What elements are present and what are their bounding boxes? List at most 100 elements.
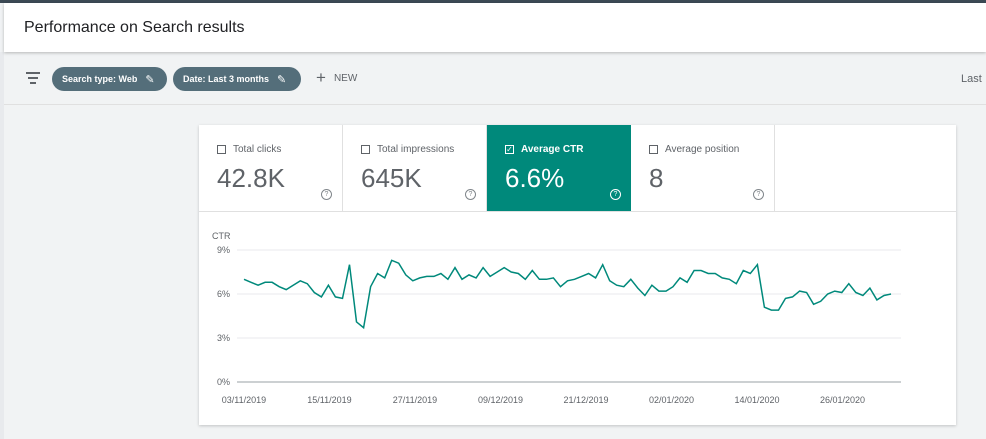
data-point[interactable] [424, 274, 429, 279]
data-point[interactable] [368, 284, 373, 289]
data-point[interactable] [474, 275, 479, 280]
data-point[interactable] [270, 280, 275, 285]
data-point[interactable] [277, 284, 282, 289]
checkbox-icon[interactable] [361, 145, 370, 154]
data-point[interactable] [713, 271, 718, 276]
data-point[interactable] [249, 280, 254, 285]
data-point[interactable] [544, 277, 549, 282]
data-point[interactable] [396, 261, 401, 266]
data-point[interactable] [839, 290, 844, 295]
data-point[interactable] [846, 281, 851, 286]
search-type-chip[interactable]: Search type: Web ✎ [52, 67, 167, 91]
data-point[interactable] [889, 292, 894, 297]
data-point[interactable] [579, 274, 584, 279]
checkbox-checked-icon[interactable]: ✓ [505, 145, 514, 154]
data-point[interactable] [298, 278, 303, 283]
data-point[interactable] [825, 292, 830, 297]
data-point[interactable] [741, 268, 746, 273]
data-point[interactable] [769, 308, 774, 313]
data-point[interactable] [642, 293, 647, 298]
data-point[interactable] [720, 275, 725, 280]
data-point[interactable] [621, 284, 626, 289]
data-point[interactable] [340, 296, 345, 301]
data-point[interactable] [242, 277, 247, 282]
help-icon[interactable]: ? [321, 189, 332, 200]
data-point[interactable] [389, 258, 394, 263]
data-point[interactable] [495, 270, 500, 275]
data-point[interactable] [692, 268, 697, 273]
data-point[interactable] [312, 290, 317, 295]
data-point[interactable] [565, 278, 570, 283]
data-point[interactable] [797, 289, 802, 294]
help-icon[interactable]: ? [753, 189, 764, 200]
data-point[interactable] [319, 294, 324, 299]
data-point[interactable] [734, 281, 739, 286]
data-point[interactable] [748, 271, 753, 276]
data-point[interactable] [832, 289, 837, 294]
data-point[interactable] [502, 265, 507, 270]
help-icon[interactable]: ? [465, 189, 476, 200]
metric-average-ctr[interactable]: ✓ Average CTR 6.6% ? [487, 125, 631, 211]
checkbox-icon[interactable] [217, 145, 226, 154]
data-point[interactable] [790, 294, 795, 299]
data-point[interactable] [347, 262, 352, 267]
data-point[interactable] [762, 305, 767, 310]
data-point[interactable] [811, 302, 816, 307]
data-point[interactable] [551, 275, 556, 280]
data-point[interactable] [656, 289, 661, 294]
metric-total-impressions[interactable]: Total impressions 645K ? [343, 125, 487, 211]
data-point[interactable] [628, 277, 633, 282]
data-point[interactable] [776, 308, 781, 313]
data-point[interactable] [361, 325, 366, 330]
data-point[interactable] [874, 297, 879, 302]
data-point[interactable] [635, 286, 640, 291]
data-point[interactable] [263, 280, 268, 285]
data-point[interactable] [256, 283, 261, 288]
data-point[interactable] [516, 271, 521, 276]
data-point[interactable] [445, 277, 450, 282]
data-point[interactable] [354, 319, 359, 324]
data-point[interactable] [804, 290, 809, 295]
data-point[interactable] [375, 271, 380, 276]
data-point[interactable] [291, 283, 296, 288]
data-point[interactable] [431, 274, 436, 279]
data-point[interactable] [530, 268, 535, 273]
data-point[interactable] [417, 275, 422, 280]
data-point[interactable] [586, 271, 591, 276]
data-point[interactable] [818, 299, 823, 304]
data-point[interactable] [699, 268, 704, 273]
data-point[interactable] [537, 277, 542, 282]
data-point[interactable] [853, 290, 858, 295]
data-point[interactable] [460, 277, 465, 282]
data-point[interactable] [558, 284, 563, 289]
data-point[interactable] [727, 277, 732, 282]
data-point[interactable] [600, 262, 605, 267]
data-point[interactable] [509, 270, 514, 275]
filter-icon[interactable] [26, 72, 40, 84]
data-point[interactable] [671, 284, 676, 289]
data-point[interactable] [410, 278, 415, 283]
data-point[interactable] [453, 265, 458, 270]
data-point[interactable] [685, 280, 690, 285]
data-point[interactable] [783, 296, 788, 301]
data-point[interactable] [284, 287, 289, 292]
help-icon[interactable]: ? [610, 189, 621, 200]
data-point[interactable] [678, 275, 683, 280]
data-point[interactable] [382, 275, 387, 280]
data-point[interactable] [664, 289, 669, 294]
data-point[interactable] [593, 275, 598, 280]
data-point[interactable] [523, 277, 528, 282]
data-point[interactable] [867, 286, 872, 291]
metric-average-position[interactable]: Average position 8 ? [631, 125, 775, 211]
data-point[interactable] [572, 277, 577, 282]
data-point[interactable] [403, 272, 408, 277]
data-point[interactable] [882, 293, 887, 298]
data-point[interactable] [481, 265, 486, 270]
date-range-chip[interactable]: Date: Last 3 months ✎ [173, 67, 301, 91]
checkbox-icon[interactable] [649, 145, 658, 154]
data-point[interactable] [488, 274, 493, 279]
data-point[interactable] [438, 271, 443, 276]
data-point[interactable] [755, 262, 760, 267]
data-point[interactable] [860, 293, 865, 298]
data-point[interactable] [614, 283, 619, 288]
